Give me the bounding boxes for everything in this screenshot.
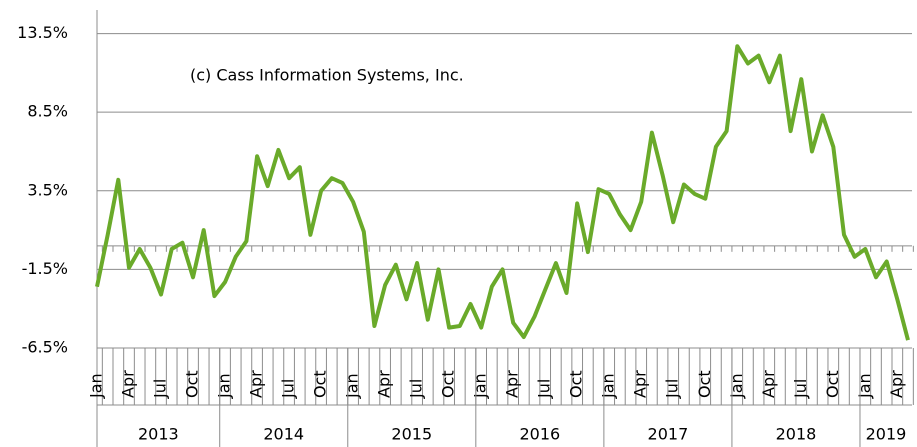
data-line bbox=[95, 44, 910, 341]
year-label: 2018 bbox=[776, 425, 817, 444]
y-tick-label: 3.5% bbox=[27, 180, 68, 199]
x-tick-label: Apr bbox=[247, 370, 266, 398]
year-label: 2019 bbox=[866, 425, 907, 444]
x-tick-label: Jul bbox=[791, 379, 810, 399]
year-label: 2016 bbox=[519, 425, 560, 444]
x-tick-label: Jan bbox=[343, 373, 362, 399]
x-tick-label: Jan bbox=[727, 373, 746, 399]
annotation: (c) Cass Information Systems, Inc. bbox=[190, 66, 464, 85]
x-tick-label: Apr bbox=[375, 370, 394, 398]
x-tick-label: Jan bbox=[87, 373, 106, 399]
x-tick-label: Jul bbox=[535, 379, 554, 399]
x-tick-label: Jan bbox=[215, 373, 234, 399]
year-label: 2015 bbox=[391, 425, 432, 444]
year-label: 2017 bbox=[648, 425, 689, 444]
x-tick-label: Apr bbox=[887, 370, 906, 398]
x-tick-label: Oct bbox=[311, 370, 330, 398]
y-tick-label: 8.5% bbox=[27, 102, 68, 121]
x-tick-label: Jan bbox=[855, 373, 874, 399]
x-tick-label: Apr bbox=[631, 370, 650, 398]
x-tick-label: Apr bbox=[503, 370, 522, 398]
y-tick-label: -1.5% bbox=[22, 259, 68, 278]
y-tick-label: -6.5% bbox=[22, 338, 68, 357]
x-tick-label: Oct bbox=[183, 370, 202, 398]
x-tick-label: Apr bbox=[759, 370, 778, 398]
x-tick-label: Oct bbox=[695, 370, 714, 398]
x-tick-label: Apr bbox=[119, 370, 138, 398]
x-tick-label: Oct bbox=[567, 370, 586, 398]
y-tick-label: 13.5% bbox=[17, 23, 68, 42]
year-label: 2013 bbox=[138, 425, 179, 444]
x-tick-label: Jan bbox=[599, 373, 618, 399]
x-tick-label: Jul bbox=[663, 379, 682, 399]
x-tick-label: Oct bbox=[823, 370, 842, 398]
x-tick-label: Jan bbox=[471, 373, 490, 399]
x-tick-label: Jul bbox=[407, 379, 426, 399]
x-tick-label: Jul bbox=[151, 379, 170, 399]
x-tick-label: Jul bbox=[279, 379, 298, 399]
year-label: 2014 bbox=[263, 425, 304, 444]
x-tick-label: Oct bbox=[439, 370, 458, 398]
